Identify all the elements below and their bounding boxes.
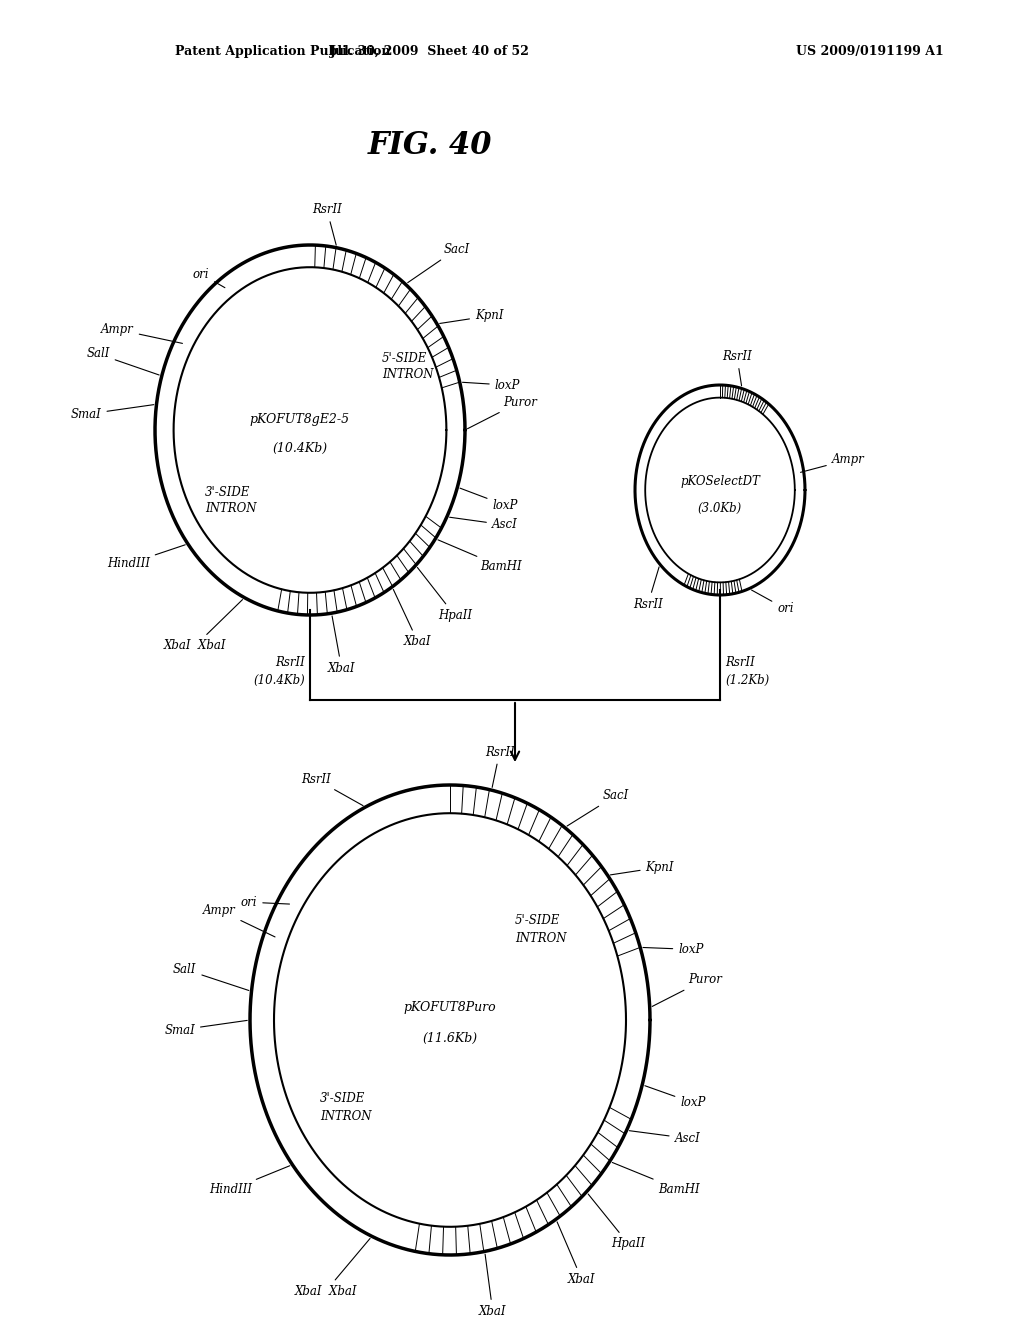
Text: SacI: SacI <box>567 789 629 826</box>
Text: SalI: SalI <box>173 962 249 990</box>
Text: FIG. 40: FIG. 40 <box>368 129 493 161</box>
Text: ori: ori <box>193 268 225 288</box>
Text: loxP: loxP <box>643 942 703 956</box>
Text: INTRON: INTRON <box>205 503 256 516</box>
Text: RsrII: RsrII <box>275 656 305 668</box>
Text: BamHI: BamHI <box>612 1163 699 1196</box>
Text: SmaI: SmaI <box>71 405 154 421</box>
Text: INTRON: INTRON <box>515 932 566 945</box>
Text: SacI: SacI <box>408 243 470 282</box>
Text: 5'-SIDE: 5'-SIDE <box>382 351 427 364</box>
Text: RsrII: RsrII <box>484 746 514 788</box>
Text: HindIII: HindIII <box>209 1166 290 1196</box>
Text: INTRON: INTRON <box>319 1110 372 1122</box>
Text: XbaI: XbaI <box>393 590 432 648</box>
Text: RsrII: RsrII <box>725 656 755 668</box>
Text: XbaI: XbaI <box>328 616 355 675</box>
Text: Puror: Puror <box>468 396 537 429</box>
Text: (1.2Kb): (1.2Kb) <box>725 673 769 686</box>
Text: 3'-SIDE: 3'-SIDE <box>319 1092 366 1105</box>
Text: (10.4Kb): (10.4Kb) <box>272 441 328 454</box>
Text: loxP: loxP <box>463 379 520 392</box>
Text: KpnI: KpnI <box>610 861 674 875</box>
Text: Ampr: Ampr <box>101 323 182 343</box>
Text: US 2009/0191199 A1: US 2009/0191199 A1 <box>796 45 944 58</box>
Text: loxP: loxP <box>645 1086 706 1109</box>
Text: HpaII: HpaII <box>588 1195 645 1250</box>
Text: BamHI: BamHI <box>438 540 522 573</box>
Text: XbaI  XbaI: XbaI XbaI <box>164 599 243 652</box>
Text: RsrII: RsrII <box>301 772 364 805</box>
Text: loxP: loxP <box>460 488 518 512</box>
Text: Ampr: Ampr <box>203 904 275 937</box>
Text: RsrII: RsrII <box>312 203 342 246</box>
Text: RsrII: RsrII <box>722 350 752 385</box>
Text: pKOFUT8gE2-5: pKOFUT8gE2-5 <box>250 413 350 426</box>
Text: KpnI: KpnI <box>439 309 504 323</box>
Text: 5'-SIDE: 5'-SIDE <box>515 913 560 927</box>
Text: AscI: AscI <box>630 1131 700 1144</box>
Text: INTRON: INTRON <box>382 368 433 381</box>
Text: XbaI: XbaI <box>479 1254 507 1317</box>
Text: XbaI  XbaI: XbaI XbaI <box>294 1238 370 1298</box>
Text: pKOSelectDT: pKOSelectDT <box>680 475 760 488</box>
Text: SmaI: SmaI <box>164 1020 247 1036</box>
Text: HindIII: HindIII <box>106 545 185 570</box>
Text: RsrII: RsrII <box>633 566 663 611</box>
Text: SalI: SalI <box>86 347 159 375</box>
Text: ori: ori <box>752 590 794 615</box>
Text: Ampr: Ampr <box>801 453 864 473</box>
Text: HpaII: HpaII <box>418 568 472 622</box>
Text: (11.6Kb): (11.6Kb) <box>423 1031 477 1044</box>
Text: Jul. 30, 2009  Sheet 40 of 52: Jul. 30, 2009 Sheet 40 of 52 <box>330 45 530 58</box>
Text: (10.4Kb): (10.4Kb) <box>253 673 305 686</box>
Text: Patent Application Publication: Patent Application Publication <box>175 45 390 58</box>
Text: 3'-SIDE: 3'-SIDE <box>205 486 251 499</box>
Text: Puror: Puror <box>652 973 722 1006</box>
Text: AscI: AscI <box>450 517 517 532</box>
Text: XbaI: XbaI <box>557 1222 596 1286</box>
Text: pKOFUT8Puro: pKOFUT8Puro <box>403 1002 497 1015</box>
Text: ori: ori <box>241 896 290 908</box>
Text: (3.0Kb): (3.0Kb) <box>698 502 742 515</box>
